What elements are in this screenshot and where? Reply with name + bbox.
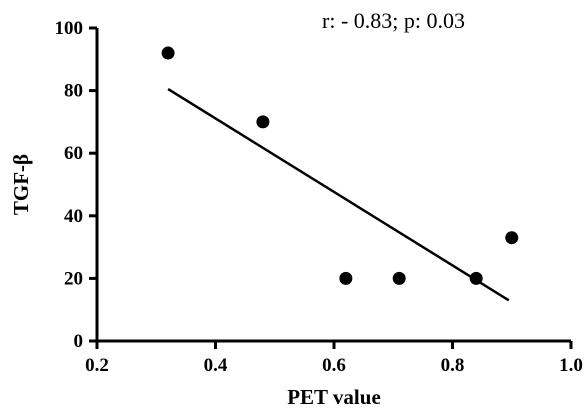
y-ticks: 0 20 40 60 80 100 <box>55 18 97 352</box>
data-points <box>161 46 519 285</box>
data-point <box>161 46 175 60</box>
x-axis-title: PET value <box>287 385 381 409</box>
y-tick-label: 0 <box>74 331 84 352</box>
y-tick-label: 60 <box>64 143 83 164</box>
x-tick-label: 1.0 <box>559 355 583 376</box>
y-tick-label: 80 <box>64 81 83 102</box>
data-point <box>339 271 353 285</box>
y-tick-label: 40 <box>64 206 83 227</box>
correlation-annotation: r: - 0.83; p: 0.03 <box>322 8 465 33</box>
trend-line <box>167 87 510 302</box>
y-tick-label: 20 <box>64 268 83 289</box>
x-ticks: 0.2 0.4 0.6 0.8 1.0 <box>85 341 583 376</box>
y-axis-title: TGF-β <box>9 154 33 215</box>
x-tick-label: 0.4 <box>204 355 228 376</box>
x-tick-label: 0.6 <box>322 355 346 376</box>
y-tick-label: 100 <box>55 18 84 39</box>
data-point <box>469 271 483 285</box>
data-point <box>256 115 270 129</box>
data-point <box>392 271 406 285</box>
x-tick-label: 0.8 <box>441 355 465 376</box>
data-point <box>505 231 519 245</box>
x-tick-label: 0.2 <box>85 355 109 376</box>
